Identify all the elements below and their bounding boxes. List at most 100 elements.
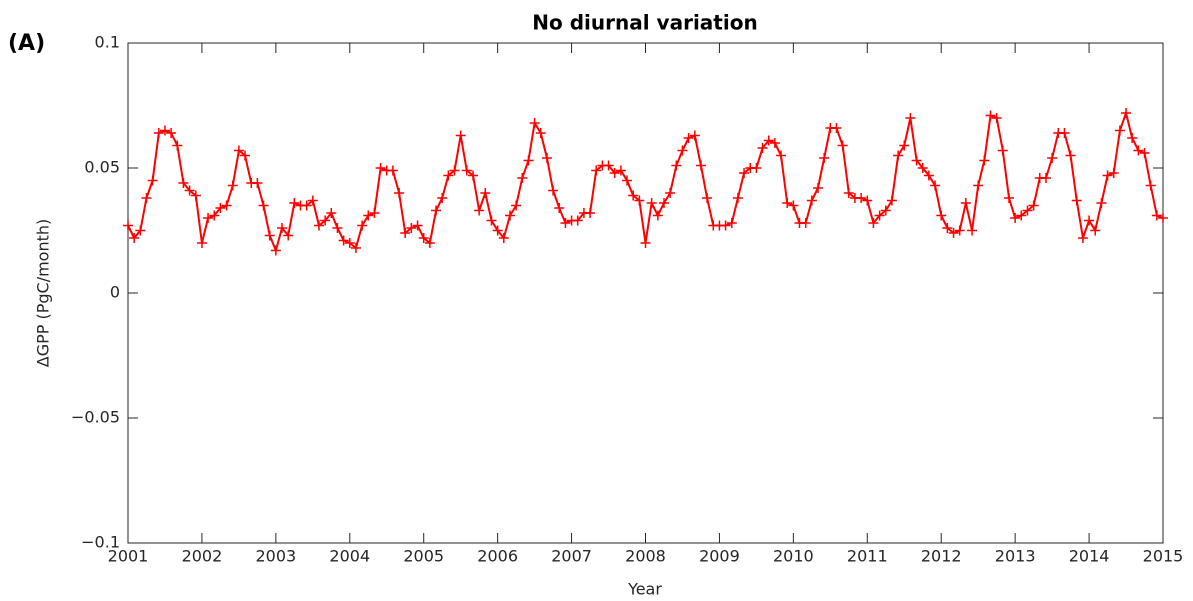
x-tick-label: 2010 xyxy=(773,547,814,566)
data-point xyxy=(572,215,583,226)
data-point xyxy=(948,228,959,238)
x-axis-label: Year xyxy=(627,580,662,599)
data-point xyxy=(689,130,700,141)
data-point xyxy=(492,225,503,236)
y-tick-label: 0.1 xyxy=(95,33,120,52)
y-tick-label: −0.1 xyxy=(81,533,120,552)
data-point xyxy=(424,238,435,248)
data-point xyxy=(443,170,454,181)
data-point xyxy=(1059,128,1070,138)
data-point xyxy=(1010,213,1021,223)
data-point xyxy=(363,210,374,221)
data-point xyxy=(449,165,460,176)
data-point xyxy=(1028,200,1039,211)
data-point xyxy=(930,180,941,191)
data-point xyxy=(893,150,904,161)
y-tick-label: −0.05 xyxy=(71,408,120,427)
x-tick-label: 2004 xyxy=(329,547,370,566)
data-point xyxy=(1145,180,1156,191)
data-point xyxy=(1071,195,1082,206)
data-point xyxy=(585,208,596,218)
data-point xyxy=(646,198,657,208)
x-tick-label: 2009 xyxy=(699,547,740,566)
data-point xyxy=(276,223,287,233)
data-point xyxy=(437,193,448,203)
data-point xyxy=(190,190,201,201)
data-point xyxy=(548,185,559,196)
data-point xyxy=(954,225,965,236)
data-point xyxy=(671,160,682,171)
data-point xyxy=(468,170,479,181)
data-point xyxy=(153,128,164,138)
data-point xyxy=(166,128,177,138)
data-point xyxy=(400,228,411,238)
data-point xyxy=(1084,215,1095,226)
data-point xyxy=(591,165,602,176)
data-point xyxy=(806,195,817,206)
data-point xyxy=(412,220,423,231)
data-point xyxy=(369,208,380,218)
data-point xyxy=(695,160,706,171)
data-point xyxy=(326,208,337,218)
data-point xyxy=(652,210,663,221)
data-point xyxy=(350,243,361,253)
data-point xyxy=(123,220,133,231)
x-tick-label: 2001 xyxy=(108,547,149,566)
data-point xyxy=(283,230,294,241)
panel-label: (A) xyxy=(8,31,45,56)
data-point xyxy=(899,140,910,151)
data-point xyxy=(455,130,466,141)
data-point xyxy=(406,223,417,233)
data-point xyxy=(658,198,669,208)
data-point xyxy=(973,180,984,191)
data-point xyxy=(332,223,343,233)
data-point xyxy=(178,178,189,188)
data-point xyxy=(634,195,645,206)
data-point xyxy=(763,135,774,146)
data-point xyxy=(788,200,799,211)
data-point xyxy=(640,238,651,248)
data-point xyxy=(1127,133,1138,143)
data-point xyxy=(862,195,873,206)
data-point xyxy=(387,165,398,176)
data-point xyxy=(985,110,996,121)
data-point xyxy=(874,210,885,221)
x-tick-label: 2008 xyxy=(625,547,666,566)
data-point xyxy=(554,203,565,213)
data-point xyxy=(819,153,830,163)
data-point xyxy=(837,140,848,151)
data-point xyxy=(615,165,626,176)
data-point xyxy=(769,138,780,148)
data-point xyxy=(498,233,509,243)
data-point xyxy=(264,230,275,241)
data-point xyxy=(905,113,916,123)
data-point xyxy=(960,198,971,208)
data-line xyxy=(127,109,1164,254)
data-point xyxy=(880,205,891,216)
data-point xyxy=(782,198,793,208)
data-point xyxy=(135,225,146,236)
data-point xyxy=(917,163,928,173)
data-point xyxy=(1133,145,1144,156)
y-tick-label: 0 xyxy=(110,283,120,302)
data-point xyxy=(523,155,534,166)
data-point xyxy=(603,160,614,171)
data-point xyxy=(184,185,195,196)
data-point xyxy=(1151,210,1162,221)
data-point xyxy=(233,145,244,156)
data-point xyxy=(529,118,540,128)
data-point xyxy=(911,155,922,166)
data-point xyxy=(757,143,768,153)
data-point xyxy=(1114,125,1125,136)
data-point xyxy=(461,165,472,176)
data-point xyxy=(357,220,368,231)
data-point xyxy=(800,218,811,228)
data-point xyxy=(726,218,737,228)
data-point xyxy=(141,193,152,203)
x-tick-label: 2007 xyxy=(551,547,592,566)
data-point xyxy=(979,155,990,166)
data-point xyxy=(843,188,854,198)
data-point xyxy=(776,150,787,161)
data-point xyxy=(942,223,953,233)
